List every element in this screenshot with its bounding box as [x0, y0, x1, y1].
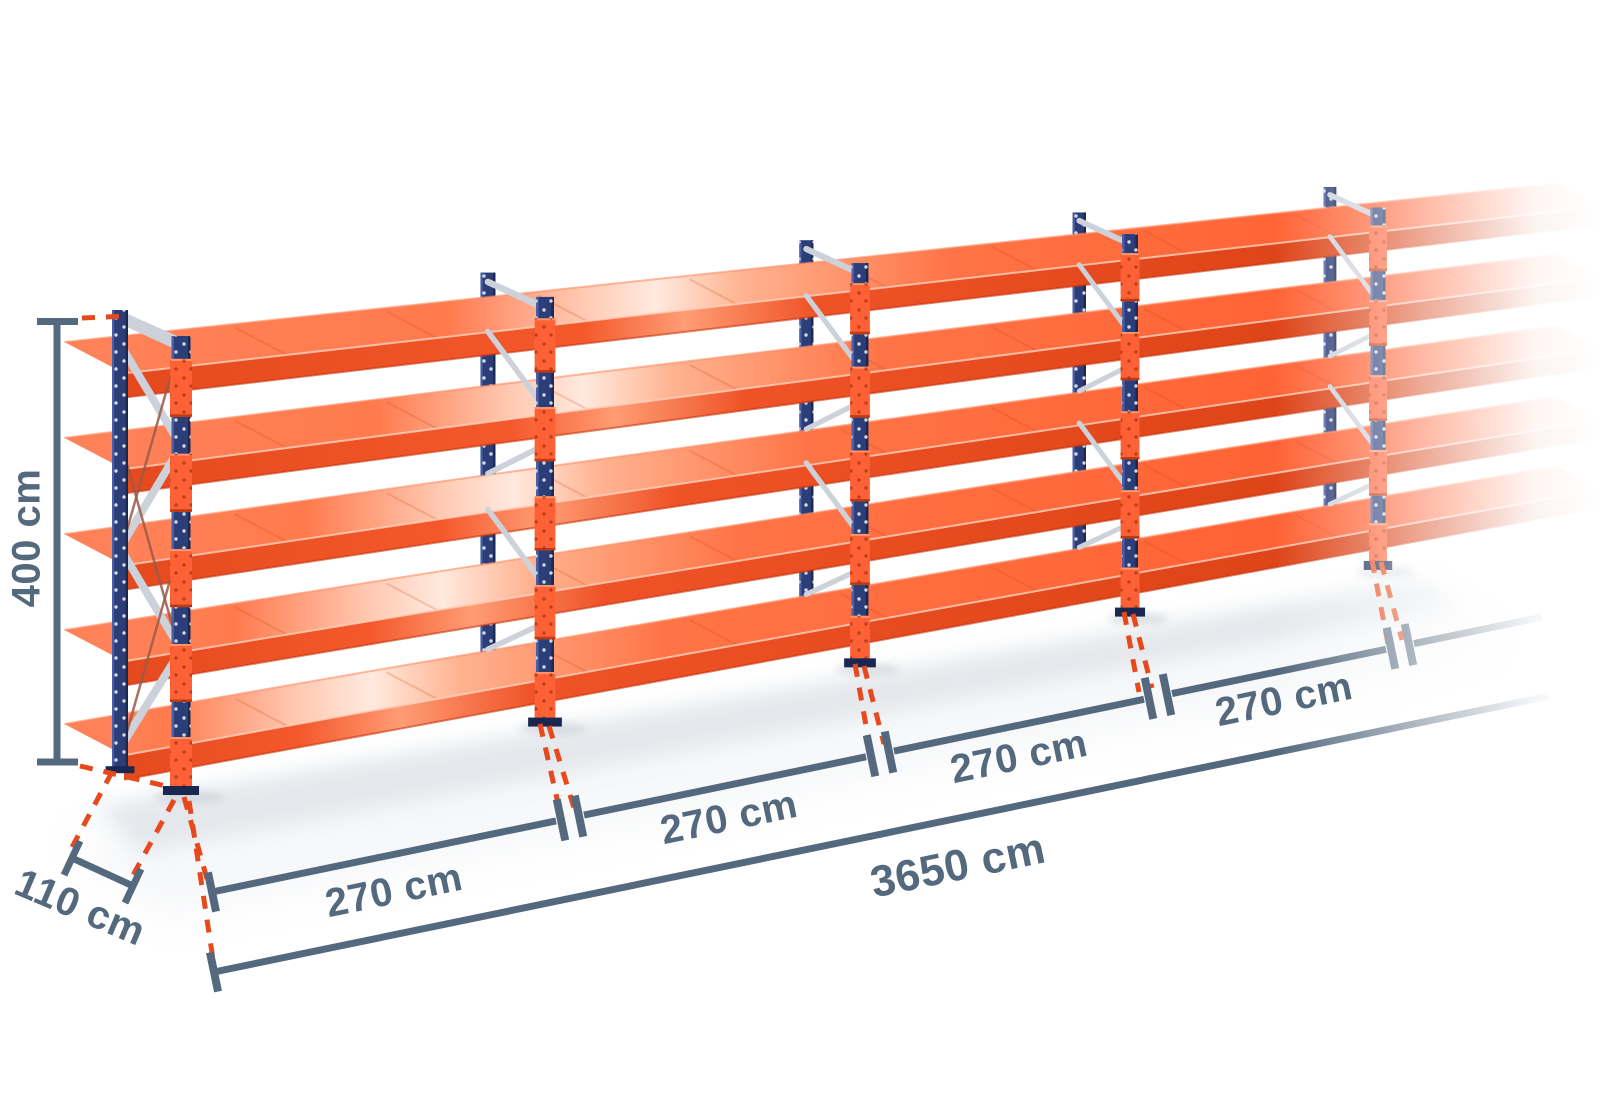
dimension-label-height: 400 cm	[4, 468, 49, 608]
frame-bracing	[105, 192, 1381, 774]
frame-3-front-post	[836, 263, 900, 676]
shelf-deck	[64, 325, 1600, 566]
shelf-deck	[64, 183, 1600, 374]
floor-shadow	[70, 580, 1540, 918]
leader-lines	[67, 313, 1405, 967]
frame-1-front-post	[153, 336, 225, 803]
frame-4-front-post	[1108, 234, 1168, 625]
shelf-deck	[64, 466, 1600, 756]
shelf-deck	[64, 254, 1600, 470]
shelf-deck	[64, 396, 1600, 662]
frame-2-front-post	[519, 296, 587, 735]
fade-overlay	[1275, 0, 1600, 1100]
front-uprights	[153, 207, 1415, 803]
